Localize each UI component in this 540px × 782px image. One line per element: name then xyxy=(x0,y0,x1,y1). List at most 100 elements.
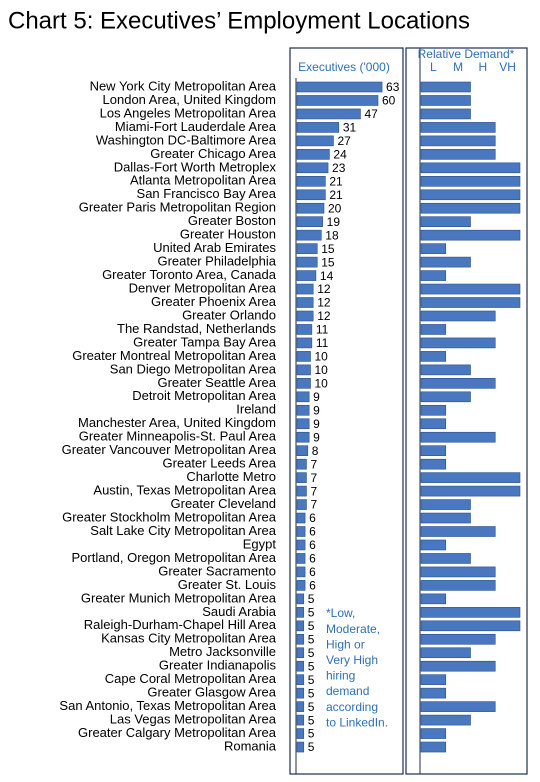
value-label: 10 xyxy=(315,377,329,391)
value-label: 20 xyxy=(328,201,342,215)
panel-frame xyxy=(289,47,404,775)
category-label: Greater Orlando xyxy=(182,307,276,322)
bar xyxy=(420,256,471,268)
bar xyxy=(420,499,471,510)
bar xyxy=(420,526,496,537)
category-label: Greater St. Louis xyxy=(178,577,277,592)
bar xyxy=(420,431,496,443)
category-label: New York City Metropolitan Area xyxy=(90,78,277,93)
value-label: 60 xyxy=(382,94,396,108)
bar xyxy=(296,351,311,362)
bar xyxy=(420,647,471,659)
category-label: San Diego Metropolitan Area xyxy=(110,361,277,376)
value-label: 11 xyxy=(316,336,329,350)
bar xyxy=(420,283,521,295)
bar xyxy=(296,270,317,281)
value-label: 7 xyxy=(310,457,317,471)
value-label: 5 xyxy=(308,606,315,620)
bar xyxy=(296,674,305,685)
bar xyxy=(296,512,306,524)
bar xyxy=(420,202,521,214)
bar xyxy=(420,404,447,416)
annotation: to LinkedIn. xyxy=(326,715,388,729)
value-label: 5 xyxy=(308,659,315,673)
bar xyxy=(420,674,447,685)
bar xyxy=(296,633,305,645)
axis-title: Executives ('000) xyxy=(298,60,390,74)
bar xyxy=(296,741,305,753)
bar xyxy=(420,553,471,564)
bar xyxy=(420,741,447,753)
category-label: Salt Lake City Metropolitan Area xyxy=(90,523,276,538)
category-label: Greater Vancouver Metropolitan Area xyxy=(62,442,277,457)
category-label: Greater Philadelphia xyxy=(157,254,276,269)
category-label: San Francisco Bay Area xyxy=(137,186,277,201)
bar xyxy=(420,149,496,160)
bar xyxy=(296,728,305,739)
bar xyxy=(296,566,306,578)
bar xyxy=(420,418,447,430)
bar xyxy=(296,216,323,227)
value-label: 14 xyxy=(320,269,334,283)
value-label: 11 xyxy=(316,323,329,337)
category-label: Denver Metropolitan Area xyxy=(129,280,277,295)
category-label: Greater Stockholm Metropolitan Area xyxy=(62,509,277,524)
category-label: Metro Jacksonville xyxy=(169,644,276,659)
bar xyxy=(296,404,310,416)
bar xyxy=(420,351,447,362)
bar xyxy=(420,687,447,699)
value-label: 5 xyxy=(308,619,315,633)
annotation: Moderate, xyxy=(326,622,380,636)
category-label: Greater Tampa Bay Area xyxy=(133,334,277,349)
category-label: San Antonio, Texas Metropolitan Area xyxy=(59,698,276,713)
category-label: Greater Toronto Area, Canada xyxy=(102,267,277,282)
bar xyxy=(296,95,379,106)
bar xyxy=(420,95,471,106)
annotation: Very High xyxy=(326,653,378,667)
category-label: Los Angeles Metropolitan Area xyxy=(100,105,277,120)
bar xyxy=(420,337,496,349)
category-label: Greater Chicago Area xyxy=(150,146,277,161)
category-label: Cape Coral Metropolitan Area xyxy=(105,671,277,686)
bar xyxy=(420,310,496,322)
bar xyxy=(296,81,383,93)
bar xyxy=(296,122,340,133)
category-label: Greater Paris Metropolitan Region xyxy=(79,200,276,215)
category-label: Dallas-Fort Worth Metroplex xyxy=(114,159,277,174)
bar xyxy=(420,108,471,120)
bar xyxy=(420,593,447,605)
value-label: 5 xyxy=(308,686,315,700)
bar xyxy=(420,378,496,389)
bar xyxy=(296,337,313,349)
bar xyxy=(420,189,521,201)
bar xyxy=(420,162,521,174)
bar xyxy=(296,553,306,564)
bar xyxy=(420,512,471,524)
category-label: Greater Calgary Metropolitan Area xyxy=(78,725,277,740)
value-label: 7 xyxy=(310,498,317,512)
x-tick-label: L xyxy=(430,60,437,74)
bar xyxy=(296,485,307,497)
bar xyxy=(420,714,471,726)
value-label: 5 xyxy=(308,740,315,754)
bar xyxy=(296,499,307,510)
bar xyxy=(420,620,521,632)
annotation: *Low, xyxy=(326,606,355,620)
bar xyxy=(420,458,447,470)
category-label: The Randstad, Netherlands xyxy=(117,321,276,336)
bar xyxy=(296,431,310,443)
value-label: 5 xyxy=(308,727,315,741)
bar xyxy=(420,539,447,551)
bar xyxy=(420,297,521,308)
category-label: Greater Cleveland xyxy=(171,496,277,511)
bar xyxy=(296,297,314,308)
category-label: Charlotte Metro xyxy=(186,469,276,484)
bar xyxy=(420,580,496,591)
bar xyxy=(296,229,322,241)
bar xyxy=(420,728,447,739)
value-label: 31 xyxy=(343,121,357,135)
bar xyxy=(296,108,361,120)
bar xyxy=(420,175,521,187)
category-label: Detroit Metropolitan Area xyxy=(132,388,277,403)
